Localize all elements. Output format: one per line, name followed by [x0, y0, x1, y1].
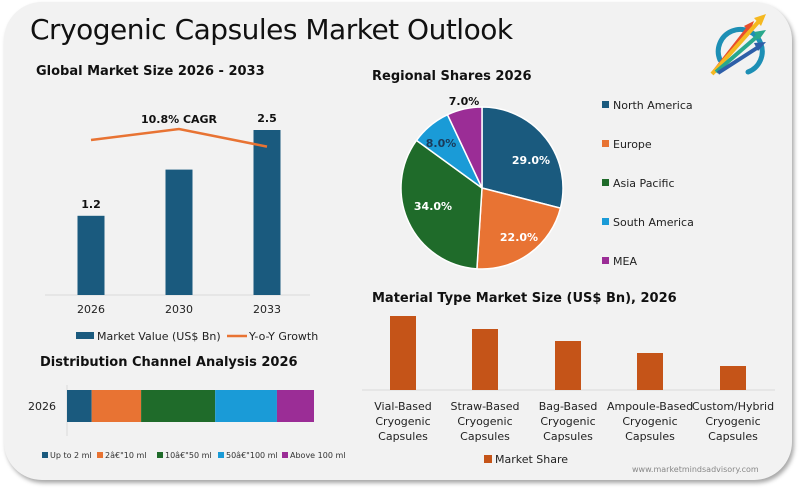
y-tick-label: 2026	[28, 400, 56, 413]
legend-label: South America	[613, 216, 694, 229]
legend-swatch	[602, 179, 609, 186]
bar-data-label: 1.2	[81, 198, 101, 211]
x-tick-label: Vial-Based	[374, 400, 431, 413]
legend-swatch	[97, 452, 103, 458]
material-bar	[390, 316, 416, 390]
pie-slice-asia-pacific	[400, 139, 483, 270]
market-value-bar	[77, 215, 105, 295]
x-tick-label: Capsules	[460, 430, 510, 443]
page-title: Cryogenic Capsules Market Outlook	[30, 13, 513, 46]
legend-label: Above 100 ml	[290, 451, 345, 460]
x-tick-label: Straw-Based	[451, 400, 520, 413]
legend-label-market-share: Market Share	[495, 453, 568, 466]
pie-slice-mea	[446, 106, 483, 189]
x-tick-label: Capsules	[708, 430, 758, 443]
pie-slice-north-america	[481, 106, 564, 210]
website-url: www.marketmindsadvisory.com	[632, 465, 759, 474]
legend-label: MEA	[613, 255, 637, 268]
x-tick-label: Custom/Hybrid	[692, 400, 774, 413]
legend-swatch	[282, 452, 288, 458]
market-value-bar	[165, 169, 193, 295]
bar-data-label: 2.5	[257, 112, 277, 125]
x-tick-label: Capsules	[625, 430, 675, 443]
pie-slice-europe	[476, 187, 562, 270]
stacked-segment	[91, 390, 142, 422]
material-type-title: Material Type Market Size (US$ Bn), 2026	[372, 291, 677, 306]
colorful-arrows-logo-icon	[700, 10, 772, 82]
legend-swatch	[602, 101, 609, 108]
legend-label: 10â€"50 ml	[165, 451, 212, 460]
x-tick-label: Cryogenic	[540, 415, 595, 428]
x-tick-label: Ampoule-Based	[607, 400, 693, 413]
x-tick-label: 2033	[253, 303, 281, 316]
stacked-segment	[67, 390, 92, 422]
material-bar	[555, 341, 581, 390]
legend-label: 50â€"100 ml	[226, 451, 278, 460]
legend-label: Asia Pacific	[613, 177, 675, 190]
material-bar	[637, 353, 663, 390]
pie-data-label: 8.0%	[426, 137, 457, 150]
pie-data-label: 29.0%	[512, 154, 550, 167]
legend-swatch	[602, 140, 609, 147]
legend-label: Up to 2 ml	[50, 451, 92, 460]
legend-swatch-market-value	[76, 332, 94, 339]
legend-label-yoy: Y-o-Y Growth	[248, 330, 318, 343]
pie-data-label: 22.0%	[500, 231, 538, 244]
legend-swatch	[218, 452, 224, 458]
cagr-annotation: 10.8% CAGR	[141, 113, 218, 126]
legend-label: 2â€"10 ml	[105, 451, 147, 460]
legend-label-market-value: Market Value (US$ Bn)	[97, 330, 221, 343]
legend-swatch	[602, 257, 609, 264]
x-tick-label: Capsules	[543, 430, 593, 443]
legend-swatch-market-share	[484, 455, 492, 463]
legend-swatch	[157, 452, 163, 458]
stacked-segment	[215, 390, 277, 422]
x-tick-label: 2026	[77, 303, 105, 316]
market-value-bar	[253, 130, 281, 295]
pie-data-label: 7.0%	[449, 95, 480, 108]
stacked-segment	[276, 390, 314, 422]
legend-label: North America	[613, 99, 693, 112]
stacked-segment	[141, 390, 216, 422]
x-tick-label: Cryogenic	[375, 415, 430, 428]
legend-label: Europe	[613, 138, 652, 151]
material-bar	[472, 329, 498, 390]
regional-shares-title: Regional Shares 2026	[372, 69, 532, 84]
legend-swatch	[42, 452, 48, 458]
material-bar	[720, 366, 746, 390]
yoy-growth-line	[90, 127, 268, 148]
pie-data-label: 34.0%	[414, 200, 452, 213]
x-tick-label: Cryogenic	[622, 415, 677, 428]
x-tick-label: Capsules	[378, 430, 428, 443]
x-tick-label: Cryogenic	[705, 415, 760, 428]
market-size-title: Global Market Size 2026 - 2033	[36, 64, 265, 79]
x-tick-label: 2030	[165, 303, 193, 316]
distribution-title: Distribution Channel Analysis 2026	[40, 355, 298, 370]
x-tick-label: Cryogenic	[457, 415, 512, 428]
x-tick-label: Bag-Based	[539, 400, 598, 413]
legend-swatch	[602, 218, 609, 225]
